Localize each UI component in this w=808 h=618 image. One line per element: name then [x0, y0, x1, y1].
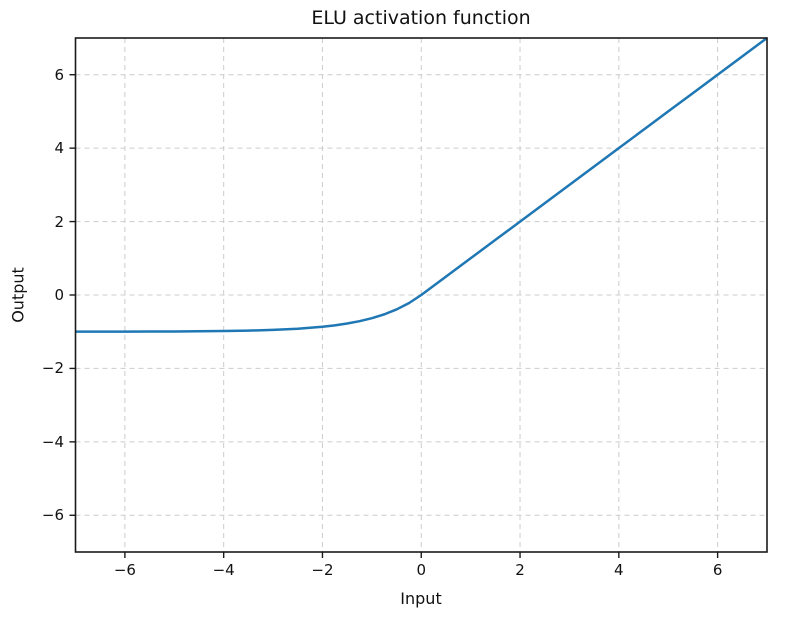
y-tick-label: 4: [54, 139, 64, 158]
x-tick-label: 4: [614, 561, 624, 579]
x-tick-label: −6: [113, 561, 136, 579]
y-tick-label: −4: [41, 432, 64, 451]
y-axis-label: Output: [8, 267, 28, 323]
x-tick-label: −2: [311, 561, 334, 579]
y-tick-label: 0: [54, 286, 64, 304]
x-tick-label: 0: [416, 561, 427, 579]
y-tick-label: 6: [54, 65, 64, 84]
x-tick-label: 2: [515, 561, 525, 579]
x-tick-label: −4: [212, 561, 235, 579]
x-axis-label: Input: [400, 589, 442, 608]
x-tick-label: 6: [712, 561, 723, 579]
series-line-elu: [75, 36, 768, 333]
y-tick-label: −2: [41, 359, 64, 378]
chart-title: ELU activation function: [311, 7, 531, 29]
y-tick-label: −6: [41, 506, 64, 525]
y-tick-label: 2: [54, 212, 64, 231]
